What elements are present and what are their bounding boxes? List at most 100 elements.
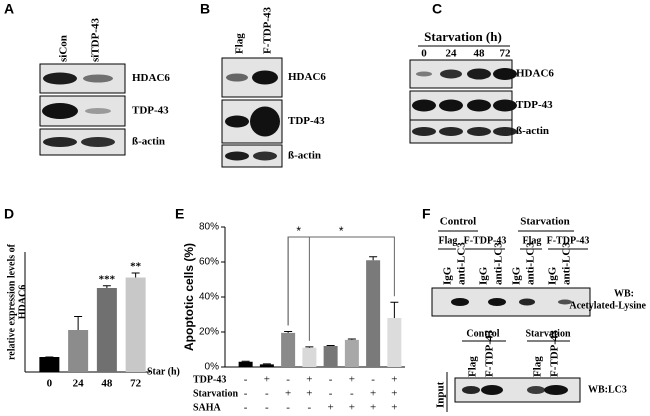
bar bbox=[259, 364, 274, 367]
bar bbox=[39, 357, 60, 372]
error-bar bbox=[241, 360, 250, 362]
band bbox=[493, 99, 517, 112]
condition-sign: + bbox=[349, 374, 355, 386]
condition-label: Starvation bbox=[193, 388, 238, 399]
significance: *** bbox=[99, 273, 116, 285]
lane-label: F-TDP-43 bbox=[262, 6, 274, 54]
lane-label: F-TDP-43 bbox=[484, 329, 496, 377]
band bbox=[416, 71, 432, 77]
band bbox=[544, 385, 568, 395]
x-tick-label: 24 bbox=[73, 378, 85, 390]
condition-sign: + bbox=[391, 374, 397, 386]
significance: ** bbox=[130, 261, 142, 273]
group-label: Starvation bbox=[520, 216, 570, 228]
band bbox=[250, 106, 280, 137]
band bbox=[439, 99, 463, 112]
condition-sign: + bbox=[370, 402, 376, 414]
error-bar bbox=[326, 344, 335, 346]
condition-sign: - bbox=[286, 402, 290, 414]
lane-label: 48 bbox=[474, 48, 486, 60]
condition-sign: - bbox=[286, 374, 290, 386]
error-bar bbox=[262, 363, 271, 365]
band bbox=[493, 68, 517, 80]
error-bar bbox=[284, 330, 293, 333]
lane-label: IgG bbox=[511, 266, 523, 285]
label: TDP-43 bbox=[288, 115, 325, 127]
bar bbox=[238, 361, 253, 367]
blot-box bbox=[221, 144, 283, 168]
label: HDAC6 bbox=[516, 68, 554, 80]
condition-sign: + bbox=[391, 402, 397, 414]
error-bar bbox=[390, 301, 399, 318]
condition-sign: - bbox=[244, 402, 248, 414]
bar bbox=[387, 318, 402, 367]
band bbox=[527, 386, 545, 394]
band bbox=[488, 298, 506, 306]
band bbox=[451, 298, 469, 306]
band bbox=[412, 127, 436, 136]
condition-label: SAHA bbox=[193, 402, 222, 413]
bar bbox=[125, 277, 146, 372]
significance-bracket bbox=[287, 236, 395, 326]
lane-label: anti-LC3 bbox=[456, 242, 468, 285]
condition-sign: - bbox=[265, 388, 269, 400]
label: HDAC6 bbox=[132, 72, 170, 84]
band bbox=[225, 151, 249, 161]
y-tick-label: 80% bbox=[199, 222, 219, 233]
blot-title: Starvation (h) bbox=[424, 29, 502, 44]
lane-label: anti-LC3 bbox=[561, 242, 573, 285]
error-bar bbox=[102, 285, 111, 288]
error-bar bbox=[131, 272, 140, 278]
significance-bracket bbox=[287, 236, 310, 341]
y-tick-label: 40% bbox=[199, 292, 219, 303]
input-label: Input bbox=[435, 381, 447, 408]
band bbox=[225, 115, 249, 128]
group-label: Starvation bbox=[526, 328, 571, 339]
band bbox=[467, 99, 491, 112]
y-axis-label: relative expression levels of bbox=[6, 243, 17, 360]
wb-label: WB:LC3 bbox=[588, 384, 627, 395]
condition-sign: - bbox=[329, 374, 333, 386]
band bbox=[83, 74, 113, 83]
band bbox=[493, 127, 517, 136]
condition-sign: + bbox=[264, 374, 270, 386]
panel-letter: F bbox=[422, 206, 431, 222]
condition-sign: - bbox=[371, 374, 375, 386]
plasmid-label: Flag bbox=[439, 235, 458, 246]
y-axis-label: Apoptotic cells (%) bbox=[182, 243, 196, 351]
condition-sign: - bbox=[265, 402, 269, 414]
band bbox=[81, 137, 115, 147]
panel-letter: D bbox=[4, 206, 14, 222]
band bbox=[43, 137, 77, 147]
x-tick-label: 48 bbox=[101, 378, 113, 390]
band bbox=[43, 72, 77, 85]
condition-sign: - bbox=[244, 374, 248, 386]
band bbox=[439, 127, 463, 136]
panel-letter: A bbox=[4, 1, 14, 17]
label: TDP-43 bbox=[132, 105, 169, 117]
lane-label: anti-LC3 bbox=[493, 242, 505, 285]
label: ß-actin bbox=[288, 150, 321, 162]
significance: * bbox=[339, 224, 344, 238]
condition-sign: + bbox=[370, 388, 376, 400]
panel-letter: E bbox=[175, 206, 184, 222]
label: ß-actin bbox=[132, 136, 165, 148]
bar bbox=[302, 347, 317, 367]
bar bbox=[281, 332, 296, 367]
x-axis-label: Star (h) bbox=[147, 366, 180, 377]
band bbox=[462, 386, 480, 394]
condition-sign: - bbox=[350, 388, 354, 400]
condition-sign: - bbox=[308, 402, 312, 414]
condition-sign: - bbox=[244, 388, 248, 400]
bar bbox=[366, 260, 381, 367]
band bbox=[42, 103, 78, 119]
band bbox=[440, 69, 462, 79]
significance: * bbox=[296, 224, 301, 238]
condition-sign: + bbox=[328, 402, 334, 414]
label: HDAC6 bbox=[288, 71, 326, 83]
error-bar bbox=[305, 346, 314, 348]
band bbox=[467, 127, 491, 136]
y-tick-label: 60% bbox=[199, 257, 219, 268]
x-tick-label: 72 bbox=[130, 378, 142, 390]
lane-label: anti-LC3 bbox=[525, 242, 537, 285]
